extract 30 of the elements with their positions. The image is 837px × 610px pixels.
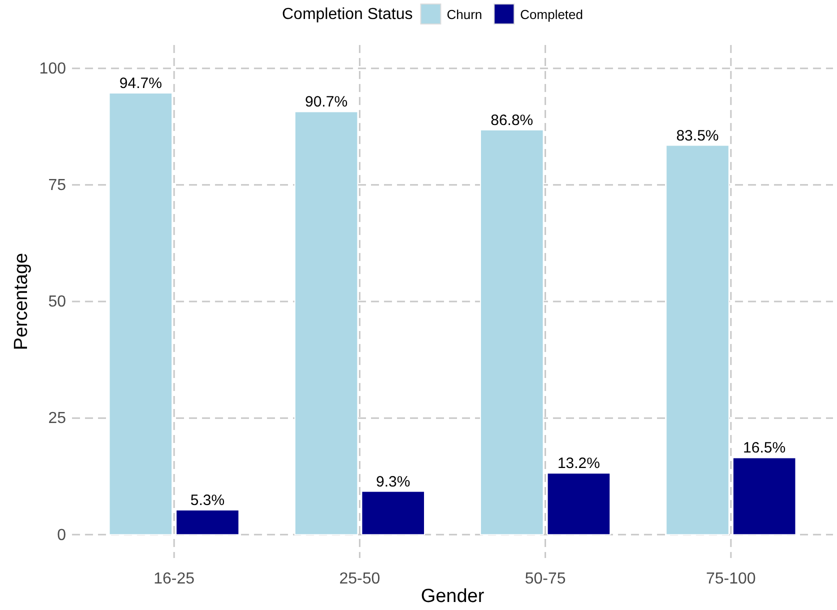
data-label: 90.7%: [305, 94, 348, 111]
bar: [176, 509, 240, 536]
x-tick-label: 75-100: [706, 570, 756, 588]
data-label: 83.5%: [676, 127, 719, 144]
data-label: 86.8%: [490, 112, 534, 129]
y-tick-label: 25: [48, 410, 66, 428]
bar: [546, 472, 611, 536]
x-tick-label: 25-50: [339, 570, 380, 588]
y-tick-label: 100: [39, 60, 66, 78]
bar: [666, 144, 730, 536]
legend-title: Completion Status: [282, 6, 413, 23]
bar: [480, 129, 544, 536]
bar: [732, 457, 796, 536]
y-axis-title: Percentage: [11, 252, 32, 350]
bar: [294, 111, 358, 536]
data-label: 16.5%: [743, 440, 786, 457]
x-tick-label: 16-25: [154, 570, 195, 588]
data-label: 13.2%: [557, 455, 600, 472]
bar: [361, 490, 426, 536]
y-tick-label: 75: [48, 177, 66, 194]
x-axis-title: Gender: [420, 586, 485, 607]
legend-label: Churn: [446, 7, 482, 22]
y-tick-label: 0: [57, 526, 66, 544]
legend-label: Completed: [520, 7, 584, 22]
data-label: 9.3%: [376, 473, 410, 490]
data-label: 5.3%: [190, 492, 225, 509]
data-label: 94.7%: [119, 75, 162, 92]
bar: [108, 92, 173, 536]
y-tick-label: 50: [48, 294, 66, 311]
x-tick-label: 50-75: [524, 570, 566, 588]
